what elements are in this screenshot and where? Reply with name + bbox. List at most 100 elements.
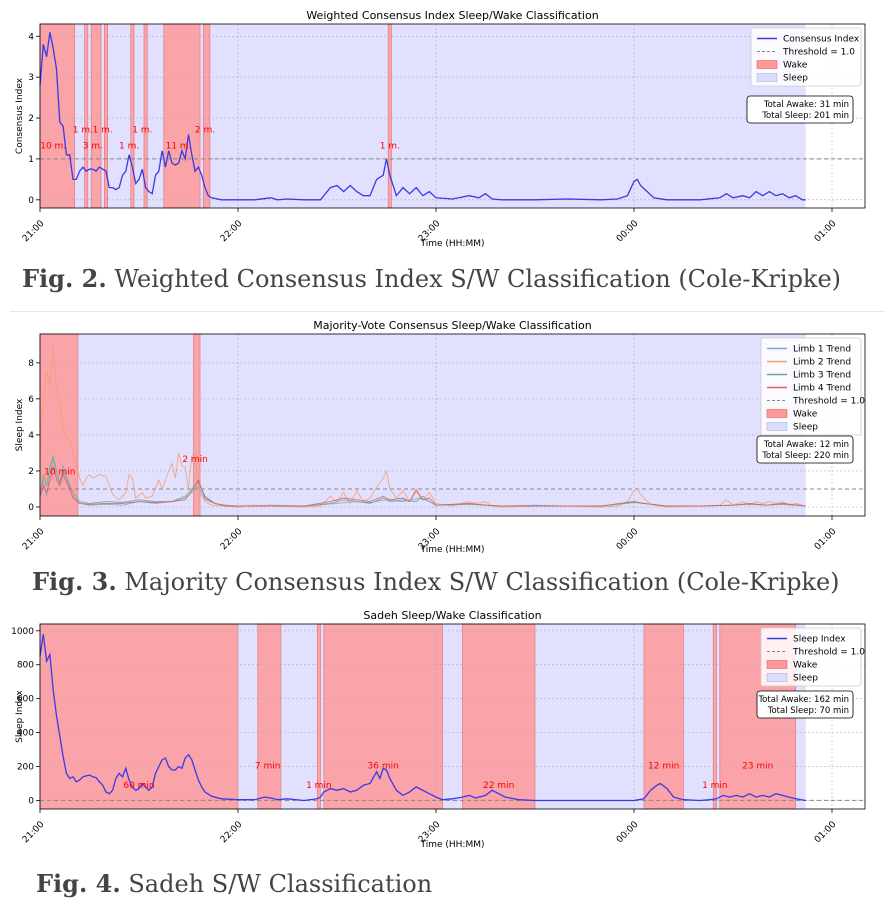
wake-region — [130, 23, 135, 209]
sleep-region — [40, 334, 806, 516]
y-tick-label: 4 — [28, 32, 34, 42]
stats-line: Total Awake: 162 min — [757, 695, 849, 705]
plot-frame — [39, 23, 866, 209]
duration-annotation: 7 min — [255, 761, 281, 771]
duration-annotation: 3 m. — [83, 142, 103, 152]
legend-label: Limb 3 Trend — [793, 371, 851, 381]
y-tick-label: 0 — [28, 196, 34, 206]
y-tick-label: 0 — [28, 797, 34, 807]
sadeh-chart: Sadeh Sleep/Wake Classification 21:00 22:0… — [11, 609, 866, 850]
legend-swatch — [766, 409, 788, 418]
legend-swatch — [756, 73, 778, 82]
duration-annotation: 36 min — [368, 761, 399, 771]
x-tick-label: 21:00 — [21, 219, 47, 245]
x-tick-label: 22:00 — [219, 527, 245, 553]
stats-line: Total Awake: 31 min — [763, 100, 849, 110]
legend-label: Sleep — [793, 674, 818, 684]
figure-caption-text: Sadeh S/W Classification — [128, 870, 433, 898]
x-tick-label: 00:00 — [615, 219, 641, 245]
x-tick-label: 01:00 — [813, 219, 839, 245]
legend-label: Sleep Index — [793, 635, 846, 645]
legend-label: Wake — [783, 61, 808, 71]
duration-annotation: 60 min — [123, 781, 154, 791]
duration-annotation: 1 min — [306, 781, 332, 791]
figure-caption-text: Weighted Consensus Index S/W Classificat… — [114, 265, 842, 293]
y-tick-label: 8 — [28, 359, 34, 369]
duration-annotation: 1 m. — [380, 142, 400, 152]
majority-consensus-chart: Majority-Vote Consensus Sleep/Wake Class… — [15, 319, 866, 555]
x-tick-label: 00:00 — [615, 820, 641, 846]
duration-annotation: 23 min — [742, 761, 773, 771]
x-tick-label: 22:00 — [219, 219, 245, 245]
legend-label: Limb 2 Trend — [793, 358, 851, 368]
duration-annotation: 1 m. — [119, 142, 139, 152]
y-tick-label: 800 — [17, 661, 34, 671]
legend-label: Threshold = 1.0 — [792, 397, 865, 407]
y-tick-label: 2 — [28, 114, 34, 124]
figure-caption-label: Fig. 4. — [36, 869, 121, 898]
y-tick-label: 400 — [17, 729, 34, 739]
wake-region — [104, 23, 108, 209]
series-line-limb-4-trend — [39, 465, 806, 507]
duration-annotation: 2 m. — [195, 125, 215, 135]
duration-annotation: 12 min — [648, 761, 679, 771]
figure-caption: Fig. 2. Weighted Consensus Index S/W Cla… — [22, 264, 841, 293]
duration-annotation: 1 m. — [93, 125, 113, 135]
series-line-consensus-index — [39, 32, 806, 201]
x-tick-label: 21:00 — [21, 820, 47, 846]
duration-annotation: 1 min — [702, 781, 728, 791]
series-line-sleep-index — [39, 634, 806, 802]
weighted-consensus-chart: Weighted Consensus Index Sleep/Wake Clas… — [15, 9, 866, 249]
stats-box — [746, 95, 854, 124]
x-axis-label: Time (HH:MM) — [419, 239, 484, 249]
legend-label: Sleep — [793, 423, 818, 433]
duration-annotation: 2 min — [182, 455, 208, 465]
legend-label: Sleep — [783, 74, 808, 84]
figure-caption: Fig. 3. Majority Consensus Index S/W Cla… — [32, 567, 840, 596]
duration-annotation: 1 m. — [132, 125, 152, 135]
duration-annotation: 22 min — [483, 781, 514, 791]
x-axis-label: Time (HH:MM) — [419, 840, 484, 850]
y-tick-label: 2 — [28, 467, 34, 477]
duration-annotation: 10 min — [44, 468, 75, 478]
y-tick-label: 3 — [28, 73, 34, 83]
stats-line: Total Sleep: 201 min — [761, 111, 849, 121]
legend-label: Limb 4 Trend — [793, 384, 851, 394]
wake-region — [203, 23, 211, 209]
stats-box — [756, 435, 854, 464]
legend-label: Consensus Index — [783, 35, 860, 45]
y-tick-label: 1000 — [11, 627, 34, 637]
figure-weighted-consensus: Weighted Consensus Index Sleep/Wake Clas… — [0, 0, 895, 304]
legend-label: Wake — [793, 410, 818, 420]
y-tick-label: 6 — [28, 395, 34, 405]
legend-label: Limb 1 Trend — [793, 345, 851, 355]
figure-caption-text: Majority Consensus Index S/W Classificat… — [124, 568, 840, 596]
plot-frame — [39, 333, 866, 517]
series-line-limb-2-trend — [39, 346, 806, 508]
duration-annotation: 11 m. — [166, 142, 192, 152]
wake-region — [90, 23, 102, 209]
legend-swatch — [766, 660, 788, 669]
chart-title: Sadeh Sleep/Wake Classification — [363, 609, 541, 622]
plot-frame — [39, 623, 866, 810]
stats-line: Total Sleep: 70 min — [767, 706, 849, 716]
figure-caption: Fig. 4. Sadeh S/W Classification — [36, 869, 432, 898]
x-tick-label: 22:00 — [219, 820, 245, 846]
chart-title: Majority-Vote Consensus Sleep/Wake Class… — [313, 319, 592, 332]
wake-region — [84, 23, 89, 209]
y-tick-label: 200 — [17, 763, 34, 773]
legend-label: Wake — [793, 661, 818, 671]
x-tick-label: 01:00 — [813, 820, 839, 846]
stats-line: Total Sleep: 220 min — [761, 451, 849, 461]
y-axis-label: Sleep Index — [15, 690, 25, 743]
y-axis-label: Consensus Index — [15, 77, 25, 154]
duration-annotation: 1 m. — [73, 125, 93, 135]
y-tick-label: 4 — [28, 431, 34, 441]
figure-caption-label: Fig. 3. — [32, 567, 117, 596]
legend-box — [760, 627, 862, 687]
duration-annotation: 10 m. — [40, 142, 66, 152]
x-tick-label: 00:00 — [615, 527, 641, 553]
chart-title: Weighted Consensus Index Sleep/Wake Clas… — [306, 9, 598, 22]
legend-swatch — [756, 60, 778, 69]
y-axis-label: Sleep Index — [15, 398, 25, 451]
